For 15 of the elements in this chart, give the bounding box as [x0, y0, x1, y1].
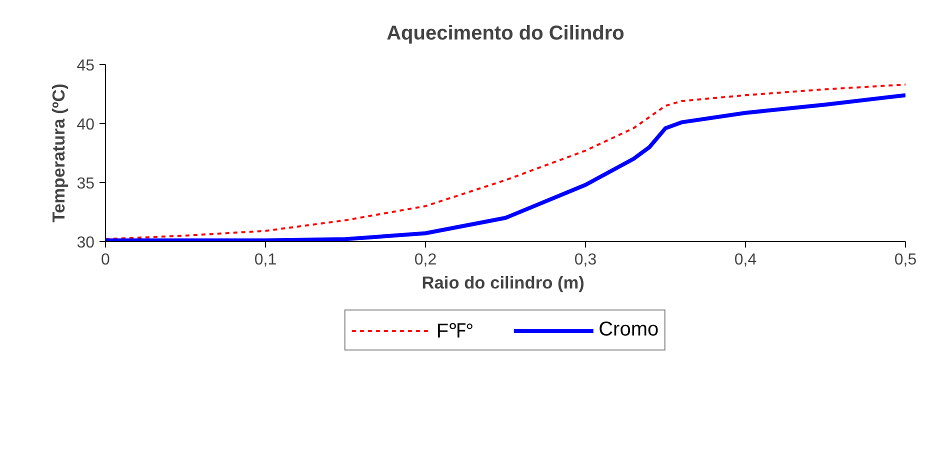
- y-tick-label: 40: [76, 116, 95, 134]
- x-tick-label: 0,1: [254, 252, 277, 268]
- x-tick-label: 0: [101, 252, 110, 268]
- y-axis-title: Temperatura (ºC): [48, 84, 69, 222]
- x-tick-label: 0,2: [414, 252, 437, 268]
- y-tick-label: 45: [76, 58, 95, 74]
- x-tick-label: 0,5: [894, 252, 917, 268]
- x-axis-title: Raio do cilindro (m): [422, 272, 584, 292]
- legend-label: Cromo: [598, 318, 659, 342]
- y-tick-label: 35: [76, 176, 95, 192]
- legend-label: F℉°: [436, 320, 474, 344]
- x-tick-label: 0,4: [734, 252, 757, 268]
- y-tick-label: 30: [76, 234, 95, 252]
- x-tick-label: 0,3: [574, 252, 597, 268]
- chart-title: Aquecimento do Cilindro: [386, 22, 624, 44]
